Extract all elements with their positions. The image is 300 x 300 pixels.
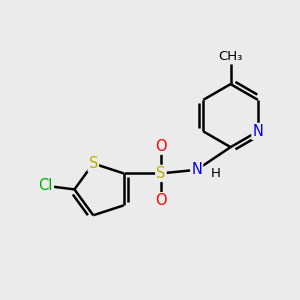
Text: S: S	[88, 156, 98, 171]
Text: CH₃: CH₃	[218, 50, 243, 63]
Text: N: N	[191, 162, 202, 177]
Text: N: N	[252, 124, 263, 139]
Text: S: S	[156, 166, 166, 181]
Text: O: O	[155, 139, 167, 154]
Text: H: H	[211, 167, 221, 180]
Text: Cl: Cl	[39, 178, 53, 193]
Text: O: O	[155, 193, 167, 208]
